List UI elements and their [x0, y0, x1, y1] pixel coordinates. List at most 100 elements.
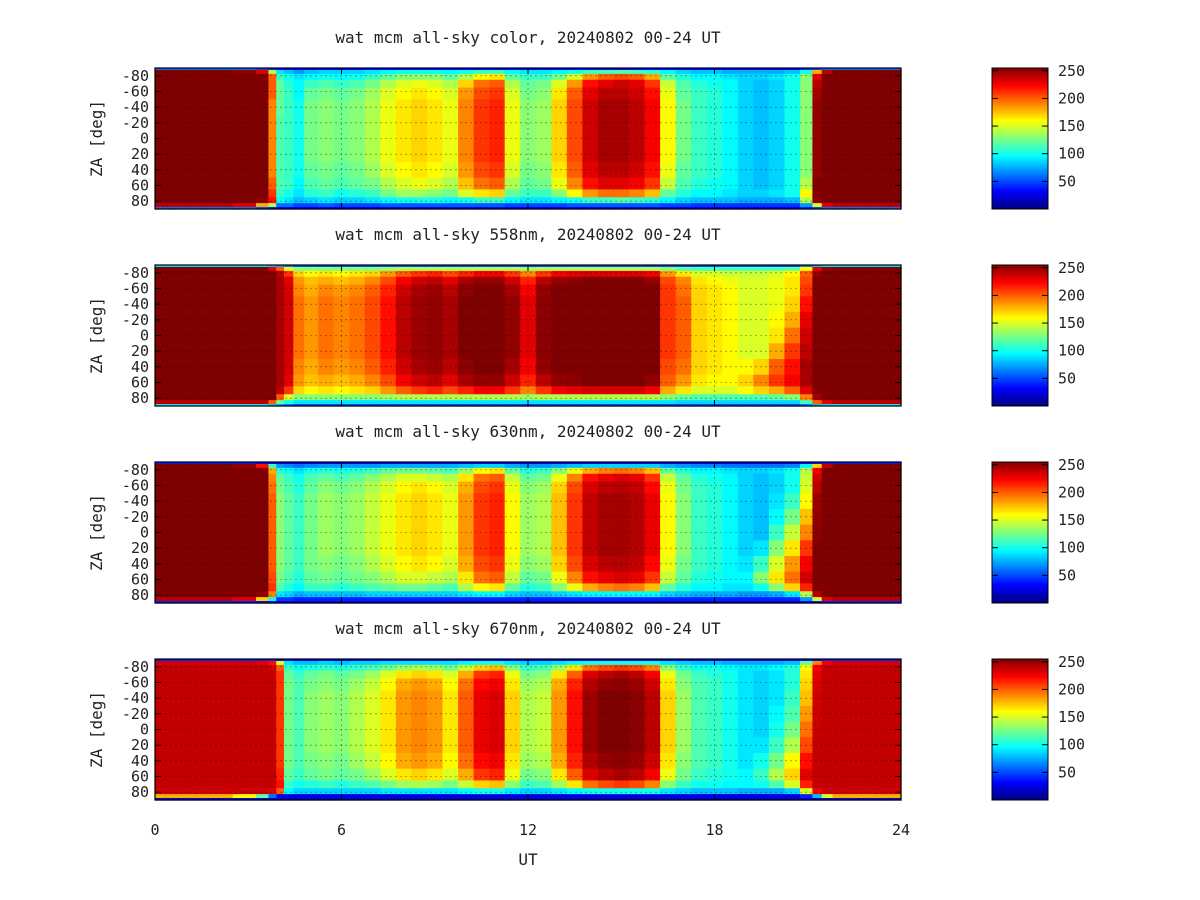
- heatmap-cell: [380, 788, 397, 795]
- heatmap-cell: [284, 753, 294, 770]
- heatmap-cell: [489, 130, 506, 147]
- heatmap-cell: [473, 68, 490, 71]
- heatmap-cell: [691, 69, 708, 75]
- heatmap-cell: [268, 343, 277, 360]
- heatmap-cell: [691, 312, 708, 329]
- heatmap-cell: [349, 788, 366, 795]
- heatmap-cell: [349, 481, 366, 494]
- heatmap-cell: [885, 660, 902, 666]
- heatmap-cell: [629, 481, 646, 494]
- heatmap-cell: [504, 660, 521, 666]
- heatmap-cell: [304, 284, 319, 297]
- heatmap-cell: [284, 524, 294, 541]
- heatmap-cell: [442, 524, 459, 541]
- heatmap-cell: [706, 690, 723, 707]
- heatmap-cell: [170, 197, 203, 204]
- heatmap-cell: [597, 374, 615, 388]
- heatmap-cell: [753, 659, 770, 662]
- heatmap-cell: [812, 69, 823, 75]
- heatmap-cell: [411, 670, 428, 680]
- heatmap-cell: [201, 162, 234, 179]
- heatmap-cell: [551, 524, 568, 541]
- y-tick-label: 60: [131, 177, 149, 195]
- heatmap-cell: [799, 115, 814, 132]
- heatmap-cell: [155, 659, 172, 662]
- heatmap-cell: [597, 597, 615, 602]
- heatmap-cell: [293, 798, 305, 801]
- heatmap-cell: [722, 556, 739, 573]
- heatmap-cell: [489, 737, 506, 754]
- heatmap-cell: [380, 276, 397, 286]
- heatmap-cell: [473, 115, 490, 132]
- heatmap-cell: [799, 556, 814, 573]
- heatmap-cell: [691, 404, 708, 407]
- heatmap-cell: [821, 162, 834, 179]
- heatmap-cell: [885, 780, 902, 789]
- heatmap-cell: [232, 768, 257, 782]
- heatmap-cell: [364, 177, 381, 191]
- heatmap-cell: [551, 591, 568, 598]
- heatmap-cell: [854, 189, 887, 198]
- heatmap-cell: [644, 359, 661, 376]
- heatmap-cell: [629, 678, 646, 691]
- heatmap-cell: [691, 481, 708, 494]
- heatmap-cell: [691, 189, 708, 198]
- heatmap-cell: [201, 374, 234, 388]
- heatmap-cell: [885, 737, 902, 754]
- heatmap-cell: [722, 87, 739, 100]
- heatmap-cell: [812, 270, 823, 278]
- heatmap-cell: [784, 69, 801, 75]
- heatmap-cell: [597, 359, 615, 376]
- heatmap-cell: [832, 601, 855, 604]
- heatmap-cell: [276, 73, 285, 81]
- heatmap-cell: [201, 115, 234, 132]
- heatmap-cell: [885, 794, 902, 799]
- heatmap-cell: [304, 597, 319, 602]
- heatmap-cell: [737, 601, 754, 604]
- heatmap-cell: [675, 601, 692, 604]
- heatmap-cell: [753, 177, 770, 191]
- heatmap-cell: [660, 737, 677, 754]
- heatmap-cell: [473, 571, 490, 585]
- heatmap-cell: [660, 284, 677, 297]
- heatmap-cell: [256, 788, 270, 795]
- heatmap-cell: [284, 690, 294, 707]
- heatmap-cell: [737, 670, 754, 680]
- heatmap-cell: [411, 284, 428, 297]
- heatmap-cell: [768, 462, 786, 465]
- heatmap-cell: [504, 670, 521, 680]
- heatmap-cell: [854, 664, 887, 672]
- heatmap-cell: [458, 327, 475, 344]
- heatmap-cell: [799, 400, 814, 405]
- heatmap-cell: [812, 359, 823, 376]
- heatmap-cell: [201, 601, 234, 604]
- heatmap-cell: [535, 737, 552, 754]
- heatmap-cell: [691, 276, 708, 286]
- heatmap-cell: [753, 660, 770, 666]
- heatmap-cell: [582, 400, 599, 405]
- heatmap-cell: [737, 284, 754, 297]
- heatmap-cell: [832, 146, 855, 163]
- heatmap-cell: [784, 79, 801, 89]
- heatmap-cell: [458, 162, 475, 179]
- heatmap-cell: [551, 753, 568, 770]
- heatmap-cell: [535, 394, 552, 401]
- heatmap-cell: [395, 343, 413, 360]
- heatmap-cell: [426, 266, 444, 272]
- heatmap-cell: [675, 265, 692, 268]
- heatmap-cell: [644, 87, 661, 100]
- heatmap-cell: [613, 467, 630, 475]
- heatmap-cell: [442, 266, 459, 272]
- heatmap-cell: [629, 753, 646, 770]
- heatmap-cell: [380, 780, 397, 789]
- heatmap-cell: [201, 463, 234, 469]
- heatmap-cell: [799, 189, 814, 198]
- heatmap-cell: [737, 312, 754, 329]
- heatmap-cell: [155, 296, 172, 313]
- heatmap-cell: [535, 343, 552, 360]
- heatmap-cell: [349, 659, 366, 662]
- heatmap-cell: [566, 266, 583, 272]
- heatmap-cell: [885, 197, 902, 204]
- heatmap-cell: [535, 583, 552, 592]
- heatmap-cell: [885, 87, 902, 100]
